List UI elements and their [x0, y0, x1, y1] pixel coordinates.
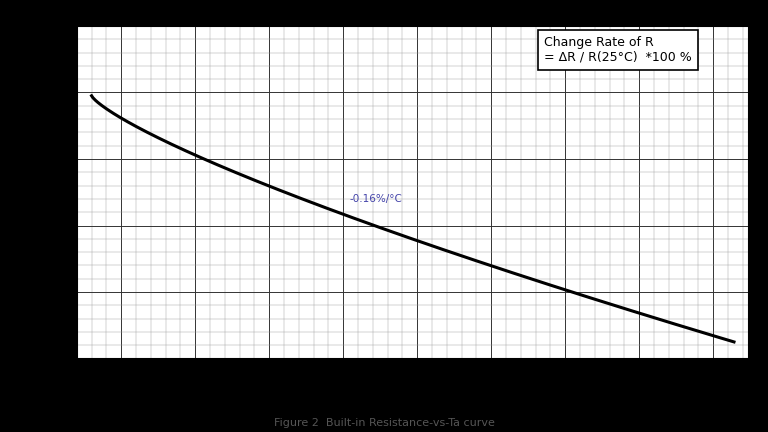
Y-axis label: Change Rate of R (%): Change Rate of R (%) [35, 132, 45, 252]
Text: Change Rate of R
= ΔR / R(25°C)  *100 %: Change Rate of R = ΔR / R(25°C) *100 % [544, 36, 692, 64]
Text: Figure 2  Built-in Resistance-vs-Ta curve: Figure 2 Built-in Resistance-vs-Ta curve [273, 418, 495, 428]
Text: -0.16%/°C: -0.16%/°C [349, 194, 402, 204]
